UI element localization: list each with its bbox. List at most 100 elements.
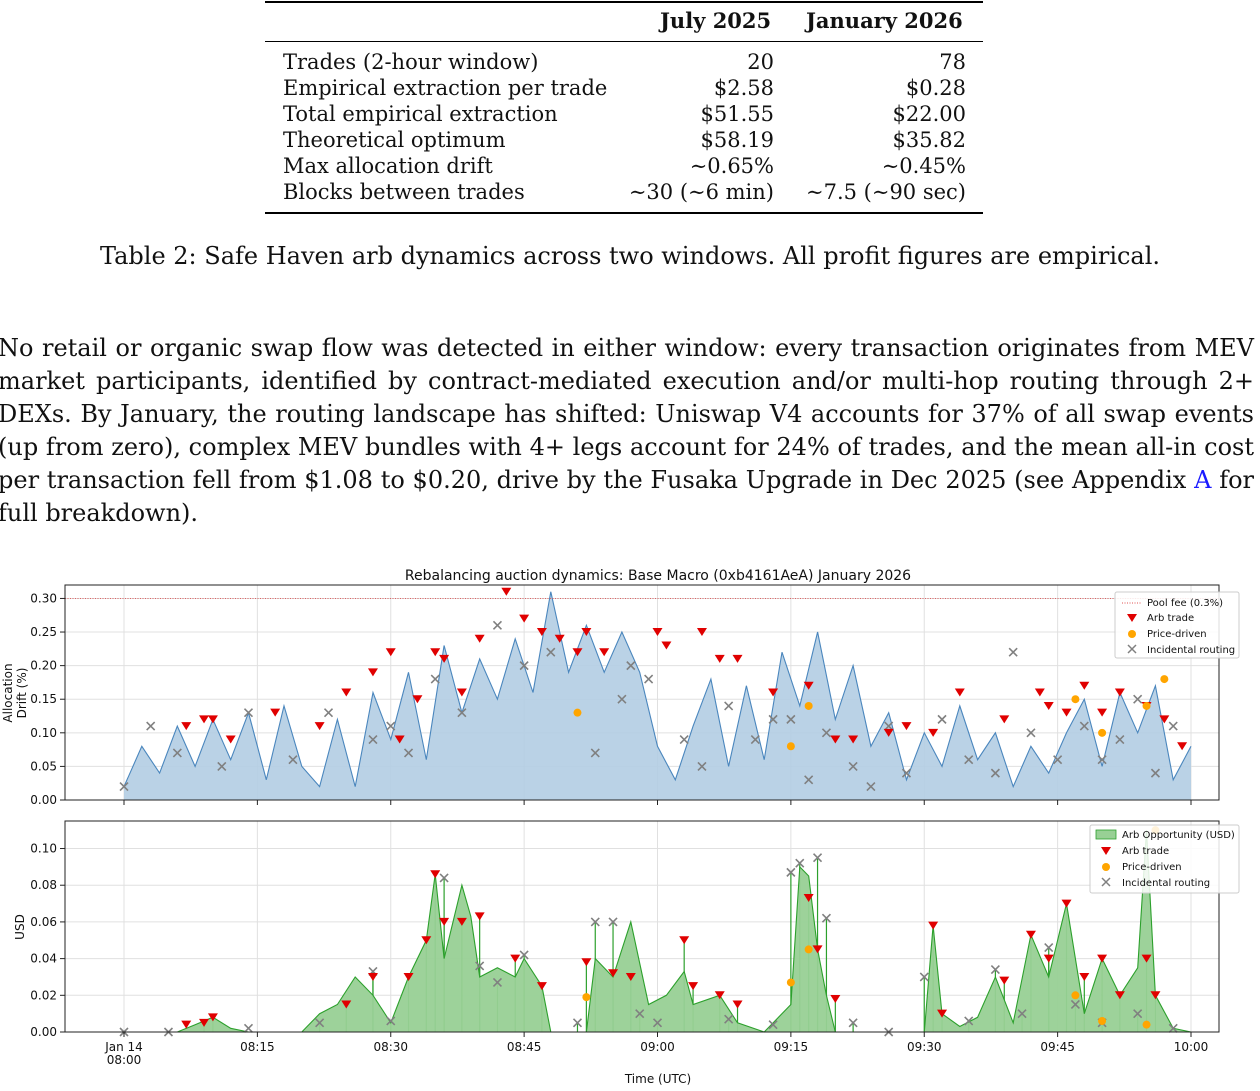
- table-cell: $35.82: [892, 128, 966, 152]
- incidental-marker: [724, 1014, 734, 1024]
- incidental-marker: [1044, 943, 1054, 953]
- arb-trade-marker: [199, 715, 210, 724]
- incidental-marker: [652, 1018, 663, 1028]
- incidental-marker: [635, 1009, 645, 1019]
- drift-ylabel-line1: Allocation: [1, 663, 15, 722]
- incidental-marker: [1070, 999, 1080, 1010]
- table-header-rule: [265, 41, 983, 42]
- table-top-rule: [265, 1, 983, 3]
- incidental-marker: [1133, 694, 1143, 704]
- arb-trade-marker: [1114, 688, 1125, 697]
- incidental-marker: [1115, 734, 1125, 745]
- incidental-marker: [243, 708, 254, 718]
- y-tick-label: 0.04: [30, 952, 57, 966]
- table-caption: Table 2: Safe Haven arb dynamics across …: [99, 242, 1161, 270]
- incidental-marker: [368, 734, 378, 745]
- x-tick-label: 09:45: [1040, 1040, 1075, 1054]
- incidental-marker: [590, 917, 600, 927]
- incidental-marker: [1079, 721, 1089, 731]
- arb-trade-marker: [830, 735, 841, 744]
- incidental-markers: [119, 620, 1178, 792]
- arb-trade-marker: [385, 648, 396, 657]
- arb-trade-marker: [652, 628, 663, 637]
- appendix-link[interactable]: A: [1194, 466, 1212, 494]
- arb-trade-marker: [536, 982, 547, 991]
- incidental-marker: [386, 721, 396, 731]
- arb-trade-marker: [714, 991, 725, 1000]
- incidental-marker: [990, 768, 1000, 778]
- y-tick-label: 0.08: [30, 878, 57, 892]
- drift-y-ticks: 0.00 0.05 0.10 0.15 0.20 0.25 0.30: [30, 591, 65, 807]
- arb-trade-marker: [314, 722, 325, 731]
- y-tick-label: 0.25: [30, 625, 57, 639]
- arb-trade-marker: [1177, 742, 1188, 751]
- incidental-marker: [475, 961, 485, 971]
- price-driven-marker: [1160, 675, 1169, 684]
- legend-price-label-usd: Price-driven: [1122, 862, 1182, 873]
- paragraph-text: No retail or organic swap flow was detec…: [0, 334, 1254, 494]
- incidental-marker: [572, 1018, 583, 1028]
- arb-trade-marker: [430, 870, 441, 879]
- incidental-marker: [1150, 768, 1160, 778]
- drift-x-ticks: [123, 800, 1192, 805]
- incidental-marker: [626, 661, 636, 671]
- arb-trade-marker: [928, 921, 939, 930]
- arb-trade-marker: [688, 982, 699, 991]
- legend-opportunity-swatch: [1095, 829, 1117, 840]
- table-row-label: Max allocation drift: [283, 154, 493, 178]
- incidental-marker: [1008, 647, 1018, 657]
- incidental-marker: [964, 1016, 974, 1026]
- table-cell: ∼0.65%: [689, 154, 774, 178]
- arb-trade-marker: [501, 587, 512, 596]
- table-cell: $58.19: [700, 128, 774, 152]
- table-cell: $22.00: [892, 102, 966, 126]
- price-driven-marker: [1071, 991, 1080, 1000]
- arb-trade-marker: [270, 708, 281, 717]
- arb-trade-marker: [581, 958, 592, 967]
- paragraph-text-end: for full breakdown).: [0, 466, 1254, 527]
- incidental-marker: [172, 748, 182, 758]
- y-tick-label: 0.00: [30, 793, 57, 807]
- arb-trade-marker: [1097, 954, 1108, 963]
- x-tick-label: 09:15: [774, 1040, 809, 1054]
- arb-trade-marker: [341, 1000, 352, 1009]
- incidental-marker: [492, 977, 503, 988]
- incidental-marker: [323, 708, 334, 718]
- arb-trade-marker: [581, 628, 592, 637]
- legend-arb-label-usd: Arb trade: [1122, 846, 1169, 857]
- price-driven-marker: [1142, 1020, 1151, 1029]
- table-cell: ∼30 (∼6 min): [628, 180, 774, 204]
- arb-trade-marker: [1114, 991, 1125, 1000]
- opportunity-frame: [64, 820, 1220, 1033]
- arb-trade-marker: [599, 648, 610, 657]
- incidental-marker: [812, 853, 823, 863]
- x-tick-label: 08:30: [373, 1040, 408, 1054]
- arb-trade-marker: [999, 976, 1010, 985]
- incidental-marker: [430, 674, 440, 684]
- drift-panel: 0.000.050.100.150.200.250.30 Allocation …: [1, 584, 1240, 807]
- table-header-july: July 2025: [660, 8, 772, 33]
- incidental-markers-usd: [119, 853, 1178, 1037]
- arb-trade-marker: [1159, 715, 1170, 724]
- arb-trade-marker: [1043, 701, 1054, 710]
- price-driven-marker: [1071, 695, 1080, 704]
- arb-trade-marker: [954, 688, 965, 697]
- y-tick-label: 0.10: [30, 842, 57, 856]
- table-cell: $2.58: [713, 76, 774, 100]
- incidental-marker: [786, 714, 796, 724]
- incidental-marker: [492, 620, 503, 630]
- arb-trade-marker: [768, 688, 779, 697]
- incidental-marker: [644, 674, 654, 684]
- drift-area: [124, 591, 1191, 800]
- price-driven-marker: [804, 945, 813, 954]
- price-driven-marker: [786, 978, 795, 987]
- chart-title: Rebalancing auction dynamics: Base Macro…: [405, 568, 911, 584]
- table-row-label: Trades (2-hour window): [283, 50, 539, 74]
- y-tick-label: 0.05: [30, 759, 57, 773]
- arb-trade-marker: [714, 654, 725, 663]
- y-tick-label: 0.00: [30, 1025, 57, 1039]
- arb-trade-marker: [367, 668, 378, 677]
- arb-trade-marker: [661, 641, 672, 650]
- arb-trade-marker: [999, 715, 1010, 724]
